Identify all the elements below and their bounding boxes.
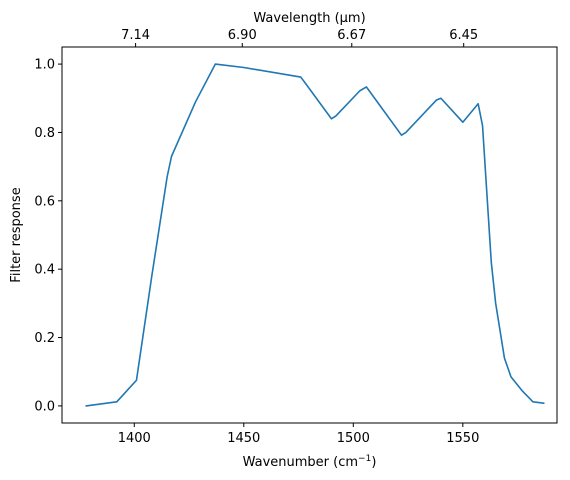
y-tick-label: 0.0 — [34, 399, 55, 414]
x-axis-label-suffix: ) — [371, 455, 376, 470]
x-tick-label: 1450 — [227, 431, 260, 446]
top-axis-label: Wavelength (μm) — [253, 11, 365, 26]
x-axis-label-prefix: Wavenumber (cm — [243, 455, 358, 470]
y-tick-label: 0.6 — [34, 194, 55, 209]
y-tick-label: 0.4 — [34, 263, 55, 278]
y-tick-label: 0.2 — [34, 331, 55, 346]
x-tick-label: 1400 — [118, 431, 151, 446]
plot-frame — [61, 46, 558, 424]
top-tick-label: 6.67 — [337, 28, 366, 43]
x-axis-label: Wavenumber (cm−1) — [243, 454, 377, 470]
series-line-0 — [85, 63, 545, 407]
top-tick-label: 6.90 — [228, 28, 257, 43]
top-tick-label: 7.14 — [121, 28, 150, 43]
y-tick-label: 0.8 — [34, 126, 55, 141]
x-tick-label: 1550 — [446, 431, 479, 446]
x-axis-label-superscript: −1 — [358, 454, 371, 464]
y-axis-label: Filter response — [9, 187, 24, 282]
y-tick-label: 1.0 — [34, 58, 55, 73]
top-tick-label: 6.45 — [449, 28, 478, 43]
x-tick-label: 1500 — [337, 431, 370, 446]
